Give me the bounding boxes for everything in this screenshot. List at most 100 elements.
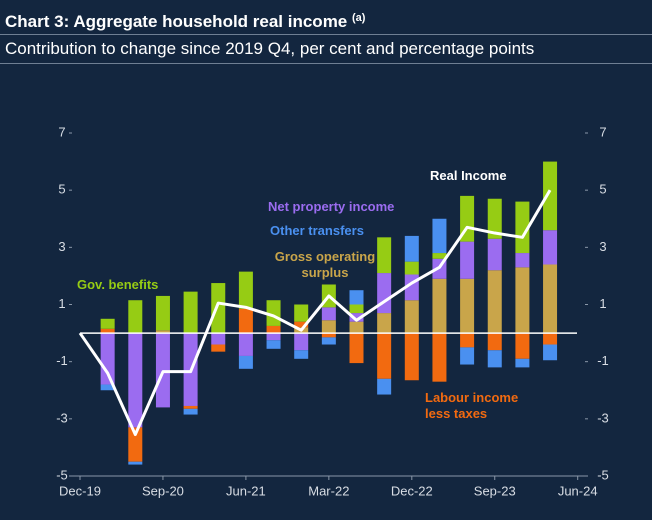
bar-segment (432, 278, 447, 334)
bar-segment (487, 270, 502, 334)
bar-segment (128, 333, 143, 428)
bar-segment (543, 333, 558, 345)
x-tick-label: Dec-22 (391, 483, 433, 498)
bar-segment (460, 278, 475, 334)
y2-tick-label: -3 (597, 410, 609, 425)
bar-segment (432, 218, 447, 254)
bar-segment (100, 318, 115, 329)
y-tick-label: 1 (58, 296, 65, 311)
bar-segment (183, 408, 198, 415)
bar-segment (128, 300, 143, 334)
bar-segment (238, 271, 253, 309)
bar-segment (100, 384, 115, 391)
bar-segment (377, 378, 392, 395)
bar-segment (155, 295, 170, 331)
bar-segment (543, 264, 558, 334)
series-label: Gov. benefits (77, 277, 159, 292)
bar-segment (238, 333, 253, 356)
bar-segment (294, 333, 309, 351)
y-tick-label: -1 (56, 353, 68, 368)
y2-tick-label: 3 (599, 239, 606, 254)
bar-segment (515, 201, 530, 254)
bar-segment (321, 320, 336, 334)
x-tick-label: Sep-20 (142, 483, 184, 498)
series-label: Gross operating surplus (274, 249, 376, 280)
bar-segment (211, 344, 226, 352)
series-label: Real Income (430, 168, 507, 183)
bar-segment (404, 300, 419, 334)
bar-segment (183, 291, 198, 334)
y-tick-label: 5 (58, 182, 65, 197)
bar-segment (128, 461, 143, 465)
bar-segment (238, 355, 253, 369)
bar-segment (321, 307, 336, 321)
bar-segment (487, 350, 502, 368)
bar-segment (543, 230, 558, 265)
bar-segment (432, 253, 447, 259)
x-tick-label: Mar-22 (308, 483, 349, 498)
bar-segment (183, 405, 198, 409)
bar-segment (515, 267, 530, 334)
x-tick-label: Dec-19 (59, 483, 101, 498)
bar-segment (487, 198, 502, 239)
bar-segment (377, 237, 392, 274)
bar-segment (515, 358, 530, 368)
bar-segment (211, 333, 226, 345)
series-label: Other transfers (270, 223, 364, 238)
title-bar: Chart 3: Aggregate household real income… (0, 0, 652, 35)
bar-segment (211, 283, 226, 334)
bar-segment (294, 304, 309, 322)
bar-segment (515, 333, 530, 359)
bar-segment (460, 333, 475, 348)
bar-segment (515, 253, 530, 268)
y-tick-label: -5 (56, 467, 68, 482)
series-label: Net property income (268, 199, 395, 214)
chart-subtitle: Contribution to change since 2019 Q4, pe… (0, 36, 652, 64)
x-tick-label: Jun-21 (226, 483, 266, 498)
bar-segment (321, 333, 336, 338)
bar-segment (266, 340, 281, 349)
y-tick-label: -3 (56, 410, 68, 425)
bar-segment (100, 328, 115, 334)
y2-tick-label: 7 (599, 124, 606, 139)
bar-segment (349, 290, 364, 305)
bar-segment (543, 161, 558, 231)
bar-segment (404, 261, 419, 275)
y2-tick-label: -5 (597, 467, 609, 482)
bar-segment (404, 235, 419, 262)
bar-segment (404, 333, 419, 381)
bar-segment (460, 347, 475, 365)
bar-segment (487, 333, 502, 351)
line-series (78, 189, 552, 437)
y2-tick-label: -1 (597, 353, 609, 368)
bar-segment (128, 427, 143, 462)
bar-segment (100, 333, 115, 385)
bar-segment (349, 333, 364, 364)
bar-segment (377, 333, 392, 379)
bar-segment (321, 337, 336, 345)
series-label: Labour income less taxes (425, 390, 519, 421)
bar-segment (487, 238, 502, 271)
bar-segment (266, 300, 281, 326)
bar-segment (377, 313, 392, 334)
bar-segment (543, 344, 558, 361)
bar-segment (349, 313, 364, 322)
title-note: (a) (352, 12, 366, 24)
bar-segment (294, 350, 309, 359)
bar-segment (238, 308, 253, 334)
y2-tick-label: 1 (599, 296, 606, 311)
y-tick-label: 3 (58, 239, 65, 254)
bar-segment (294, 321, 309, 328)
y-tick-label: 7 (58, 124, 65, 139)
bar-segment (266, 325, 281, 334)
chart-title: Chart 3: Aggregate household real income (5, 12, 348, 31)
bar-segment (432, 333, 447, 382)
bar-segment (155, 330, 170, 334)
bar-segment (460, 241, 475, 279)
bar-segment (349, 304, 364, 314)
x-tick-label: Sep-23 (474, 483, 516, 498)
x-tick-label: Jun-24 (558, 483, 598, 498)
y2-tick-label: 5 (599, 182, 606, 197)
